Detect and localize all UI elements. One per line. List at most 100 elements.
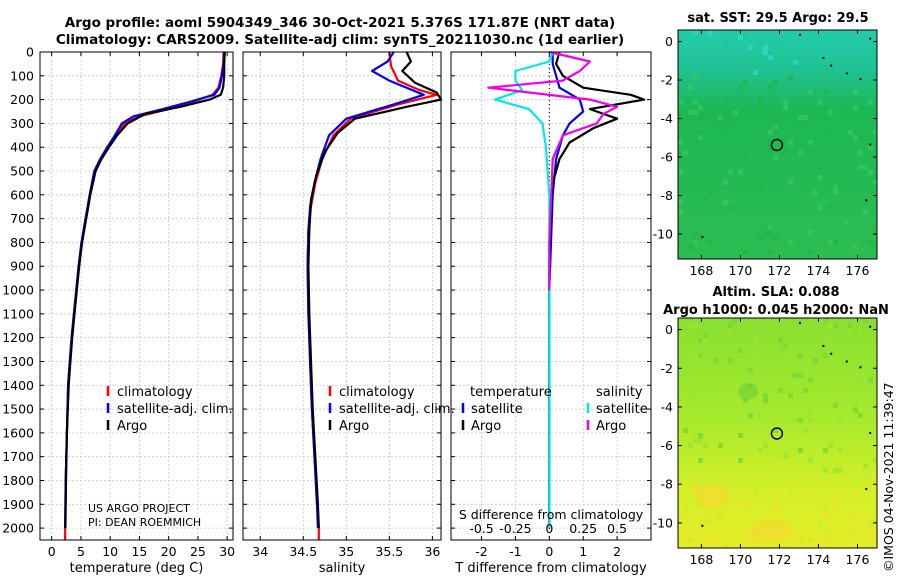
map-cell <box>873 518 877 523</box>
map-cell <box>763 443 768 448</box>
map-cell <box>773 508 778 513</box>
sla-map-panel: 168 170 172 174 176 0 -2 -4 -6 -8 -10 <box>653 317 878 567</box>
map-cell <box>823 130 828 135</box>
x-tick-label: 35 <box>338 544 354 559</box>
map-cell <box>818 205 823 210</box>
x-tick-label: 0 <box>545 544 553 559</box>
map-texture <box>678 30 877 255</box>
map-cell <box>693 45 698 50</box>
map-cell <box>868 240 873 245</box>
y-tick-label: -2 <box>661 73 673 88</box>
map-cell <box>718 513 723 518</box>
map-cell <box>798 115 803 120</box>
map-cell <box>758 95 763 100</box>
y-tick-label: 0 <box>26 45 34 60</box>
island-speck <box>822 345 825 348</box>
map-cell <box>818 318 823 323</box>
island-speck <box>865 488 868 491</box>
map-cell <box>873 180 877 185</box>
x-tick-label: 34.5 <box>289 544 317 559</box>
x-tick-label: 36 <box>424 544 440 559</box>
series-line <box>306 51 438 540</box>
map-cell <box>838 398 843 403</box>
map-cell <box>873 363 877 368</box>
map-cell <box>698 338 703 343</box>
map-cell <box>758 478 763 483</box>
map-cell <box>688 393 693 398</box>
diff-panel: -2 -1 0 1 2 T difference from climatology temp… <box>450 50 652 576</box>
map-cell <box>853 533 858 538</box>
x-tick-label: 170 <box>729 552 753 567</box>
map-cell <box>823 483 828 488</box>
map-cell <box>793 418 798 423</box>
map-cell <box>778 388 783 393</box>
map-cell <box>828 240 833 245</box>
sst-map-panel: 168 170 172 174 176 0 -2 -4 -6 -8 -10 <box>653 29 878 278</box>
sla-high-patch <box>749 520 794 541</box>
island-speck <box>859 78 862 81</box>
map-cell <box>743 398 748 403</box>
map-cell <box>873 473 877 478</box>
map-cell <box>828 323 833 328</box>
legend-label: climatology <box>339 385 415 400</box>
series-line <box>306 51 425 529</box>
map-cell <box>713 125 718 130</box>
map-cell <box>873 130 877 135</box>
legend-title-salinity: salinity <box>596 385 643 400</box>
map-cell <box>853 518 858 523</box>
map-cell <box>698 105 703 110</box>
series-line <box>548 52 585 529</box>
y-tick-label: 600 <box>10 187 34 202</box>
map-cell <box>858 378 863 383</box>
map-cell <box>773 80 778 85</box>
map-cell <box>868 170 873 175</box>
y-tick-label: 1100 <box>2 306 34 321</box>
y-tick-label: -6 <box>661 438 674 453</box>
map-cell <box>733 110 738 115</box>
salinity-diff-tick-label: -0.5 <box>469 521 493 536</box>
y-tick-label: 1000 <box>2 283 34 298</box>
map-cell <box>743 503 748 508</box>
map-cell <box>808 318 813 323</box>
map-cell <box>713 358 718 363</box>
island-speck <box>822 56 825 59</box>
x-tick-label: -1 <box>509 544 521 559</box>
map-cell <box>693 100 698 105</box>
map-cell <box>848 328 853 333</box>
series-line <box>64 51 226 529</box>
map-cell <box>678 170 683 175</box>
map-cell <box>838 418 843 423</box>
map-cell <box>823 448 828 453</box>
y-tick-label: -4 <box>661 111 674 126</box>
map-cell <box>703 65 708 70</box>
map-cell <box>788 240 793 245</box>
y-tick-label: 500 <box>10 164 34 179</box>
map-cell <box>703 115 708 120</box>
series-line <box>307 51 443 529</box>
x-tick-label: 15 <box>131 544 147 559</box>
map-cell <box>693 30 698 35</box>
map-cell <box>753 70 758 75</box>
figure-title-line2: Climatology: CARS2009. Satellite-adj cli… <box>55 32 625 48</box>
legend-label: Argo <box>471 419 501 434</box>
map-cell <box>838 468 843 473</box>
map-cell <box>758 413 763 418</box>
x-axis-label: T difference from climatology <box>454 561 647 576</box>
map-cell <box>823 533 828 538</box>
map-cell <box>748 538 753 543</box>
map-cell <box>823 150 828 155</box>
y-tick-label: 300 <box>10 116 34 131</box>
island-speck <box>869 37 872 40</box>
map-cell <box>808 140 813 145</box>
map-cell <box>678 100 683 105</box>
map-cell <box>763 45 768 50</box>
map-cell <box>728 358 733 363</box>
x-tick-label: 25 <box>190 544 206 559</box>
map-cell <box>758 235 763 240</box>
series-line <box>487 50 619 290</box>
map-cell <box>773 503 778 508</box>
y-tick-label: 700 <box>10 211 34 226</box>
map-cell <box>698 433 703 438</box>
map-cell <box>768 65 773 70</box>
